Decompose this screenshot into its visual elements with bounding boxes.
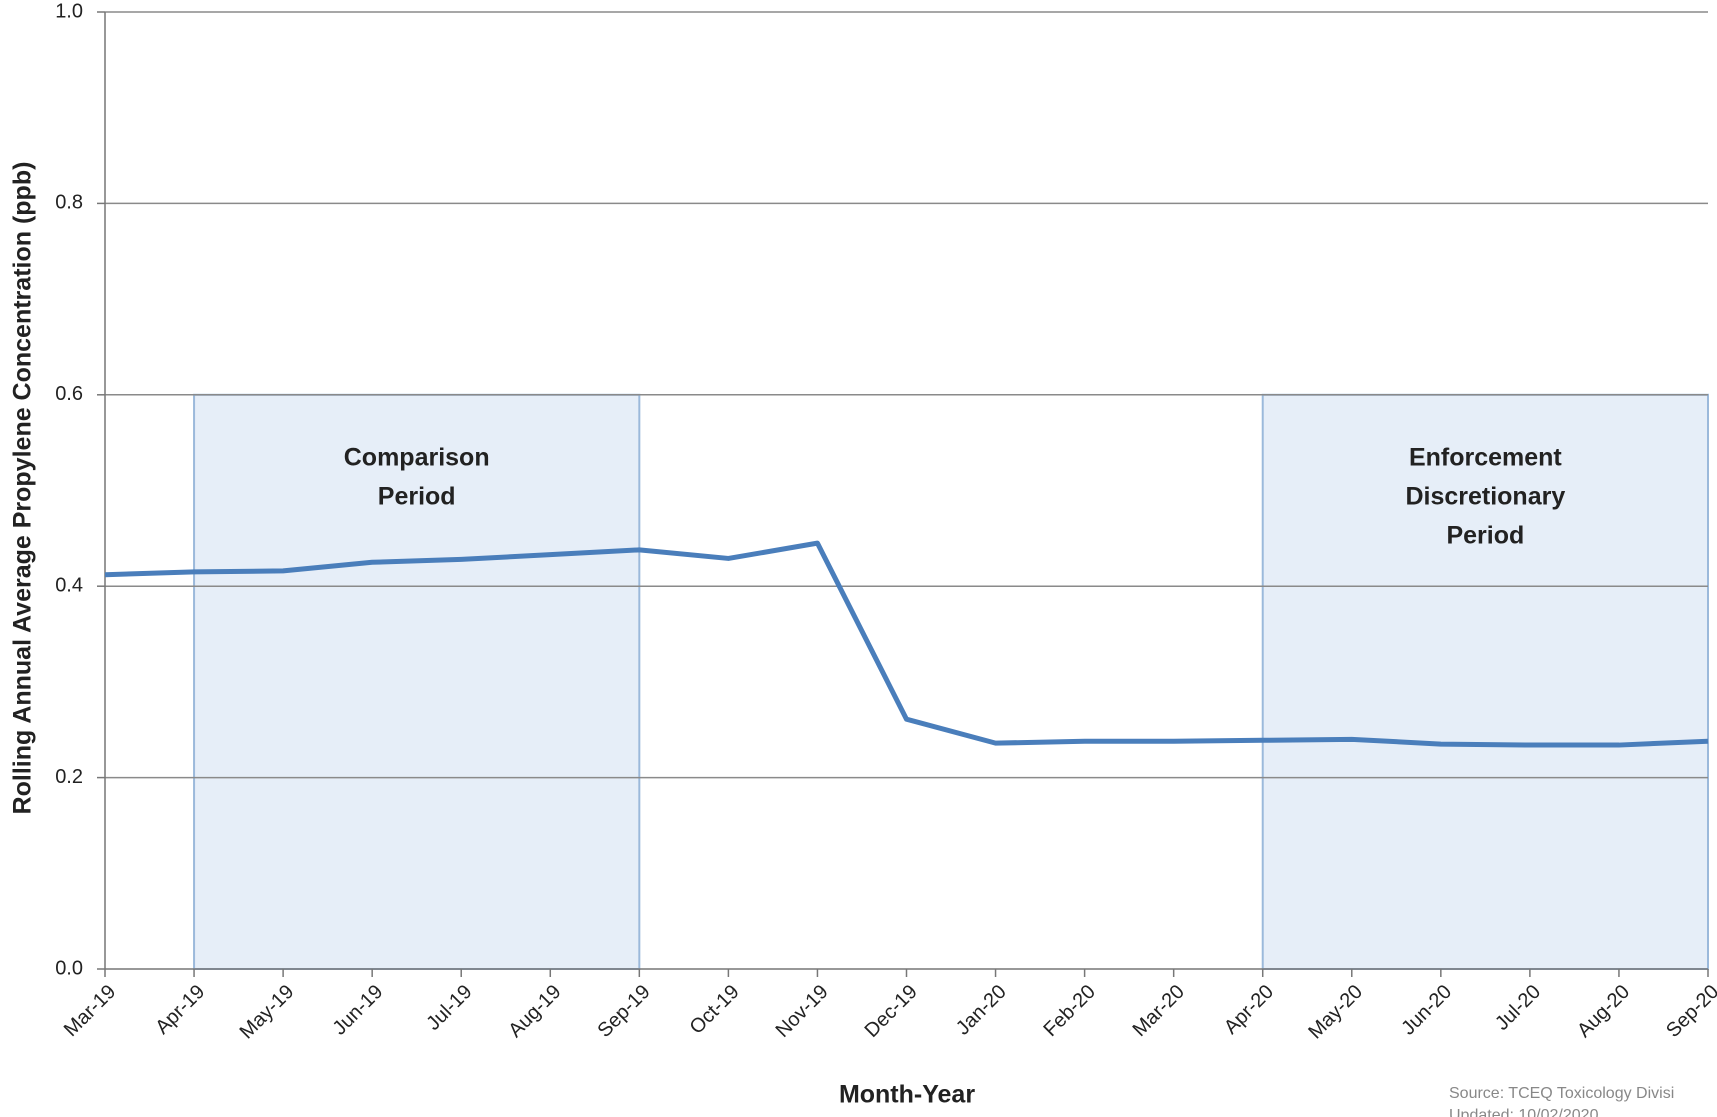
x-tick-label: Jan-20 [952,981,1011,1040]
x-tick-label: Apr-20 [1220,981,1278,1039]
x-tick-label: Sep-19 [593,981,654,1042]
x-tick-label: Nov-19 [772,981,833,1042]
x-tick-label: Aug-20 [1573,981,1634,1042]
data-line [104,540,1709,748]
period-label: Comparison [344,443,490,471]
y-tick-label: 0.0 [55,957,83,979]
x-tick-label: Sep-20 [1662,981,1717,1042]
x-tick-label: Jul-19 [422,981,476,1035]
x-axis-title: Month-Year [839,1081,975,1109]
x-tick-label: Mar-19 [60,981,120,1041]
period-label: Period [378,482,456,510]
period-box [193,393,641,970]
x-tick-label: May-20 [1304,981,1367,1044]
x-tick-label: Apr-19 [151,981,209,1039]
x-tick-label: Oct-19 [686,981,744,1039]
x-tick-label: Jun-20 [1397,981,1456,1040]
x-tick-label: Aug-19 [504,981,565,1042]
y-axis-title: Rolling Annual Average Propylene Concent… [9,162,37,815]
y-tick-label: 0.4 [55,574,83,596]
x-tick-label: Jul-20 [1491,981,1545,1035]
period-label: Period [1446,521,1524,549]
x-tick-label: Jun-19 [329,981,388,1040]
x-tick-label: Mar-20 [1129,981,1189,1041]
x-tick-label: May-19 [236,981,299,1044]
y-tick-label: 1.0 [55,0,83,22]
x-tick-label: Dec-19 [861,981,922,1042]
period-label: Enforcement [1409,443,1562,471]
period-box [1261,393,1709,970]
updated-note: Updated: 10/02/2020 [1449,1107,1599,1117]
y-tick-label: 0.8 [55,192,83,214]
x-tick-label: Feb-20 [1040,981,1100,1041]
source-note: Source: TCEQ Toxicology Divisi [1449,1085,1674,1102]
y-tick-label: 0.6 [55,383,83,405]
y-tick-label: 0.2 [55,766,83,788]
period-label: Discretionary [1405,482,1565,510]
